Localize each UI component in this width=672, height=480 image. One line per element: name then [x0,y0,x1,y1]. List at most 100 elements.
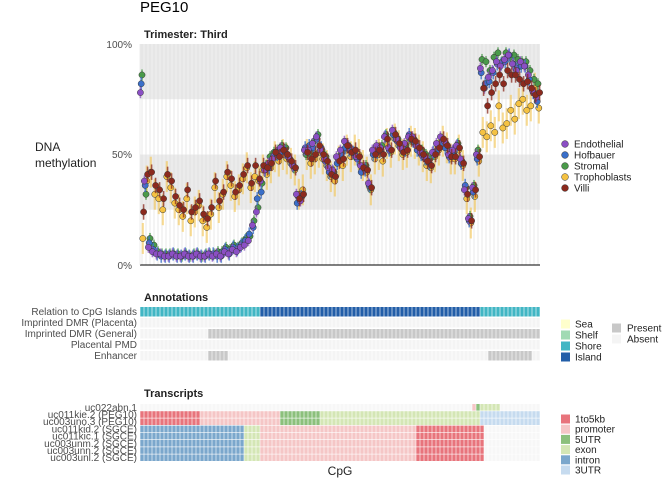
transcript-tile [188,425,192,433]
transcript-tile [164,404,168,411]
transcript-tile [372,440,376,447]
transcript-tile [284,447,288,454]
data-point [428,162,435,169]
data-point [216,197,223,205]
transcript-tile [348,411,352,418]
transcript-tile [416,454,420,461]
transcript-tile [300,411,304,418]
annotation-tile [296,351,300,361]
legend-label-5utr: 5UTR [575,435,601,446]
legend-swatch-promoter [561,424,570,434]
annotation-tile [340,318,344,328]
annotation-tile [512,329,516,339]
annotation-tile [384,340,388,350]
annotation-tile [196,340,200,350]
transcript-tile [436,432,440,440]
transcript-tile [316,447,320,454]
annotation-tile [508,340,512,350]
data-point [316,142,323,150]
annotation-tile [364,318,368,328]
transcript-tile [344,418,348,425]
transcript-tile [428,432,432,440]
transcript-tile [436,440,440,447]
transcript-tile [424,411,428,418]
annotation-tile [436,329,440,339]
transcript-tile [440,454,444,461]
legend-marker-villi [561,184,569,192]
transcript-tile [248,418,252,425]
transcript-tile [280,447,284,454]
annotation-tile [536,340,540,350]
transcript-tile [408,418,412,425]
annotation-tile [480,329,484,339]
annotation-tile [388,318,392,328]
transcript-tile [504,411,508,418]
data-point [208,204,215,211]
annotation-tile [360,329,364,339]
data-point [440,135,447,143]
annotation-tile [364,351,368,361]
transcript-tile [248,440,252,447]
annotation-tile [228,340,232,350]
transcript-tile [440,411,444,418]
transcript-tile [440,425,444,433]
data-point [521,62,528,70]
transcript-tile [472,432,476,440]
transcript-tile [428,440,432,447]
transcript-tile [316,418,320,425]
transcript-tile [232,411,236,418]
transcript-tile [272,404,276,411]
data-point [509,60,516,68]
transcript-tile [372,404,376,411]
transcript-tile [492,418,496,425]
annotation-tile [236,307,240,317]
annotation-tile [228,307,232,317]
transcript-tile [408,454,412,461]
transcript-tile [432,404,436,411]
transcript-tile [472,411,476,418]
annotation-tile [196,329,200,339]
annotation-tile [360,340,364,350]
transcript-tile [384,454,388,461]
annotation-tile [524,318,528,328]
transcript-tile [208,411,212,418]
data-point [167,184,175,191]
transcript-tile [300,418,304,425]
transcript-tile [232,432,236,440]
annotation-tile [272,329,276,339]
transcript-tile [300,425,304,433]
transcript-tile [296,454,300,461]
transcript-tile [332,432,336,440]
transcript-tile [332,418,336,425]
transcript-tile [336,432,340,440]
annotation-tile [200,340,204,350]
legend-swatch-1to5kb [561,414,570,424]
annotation-tile [248,340,252,350]
transcript-tile [532,440,536,447]
annotation-tile [304,329,308,339]
data-point [380,151,387,158]
transcript-tile [228,418,232,425]
transcript-tile [184,404,188,411]
annotation-tile [516,318,520,328]
transcript-tile [300,440,304,447]
transcript-tile [316,404,320,411]
transcript-tile [356,447,360,454]
data-point [280,146,287,154]
transcript-tile [508,425,512,433]
annotation-tile [472,307,476,317]
transcript-tile [320,418,324,425]
transcript-tile [216,440,220,447]
annotation-tile [324,340,328,350]
transcript-tile [188,454,192,461]
transcript-tile [160,411,164,418]
transcript-tile [192,404,196,411]
annotation-tile [308,307,312,317]
transcript-tile [256,432,260,440]
transcript-tile [536,411,540,418]
transcript-tile [324,432,328,440]
transcript-tile [520,432,524,440]
transcript-tile [292,404,296,411]
transcript-tile [180,454,184,461]
transcript-tile [328,418,332,425]
